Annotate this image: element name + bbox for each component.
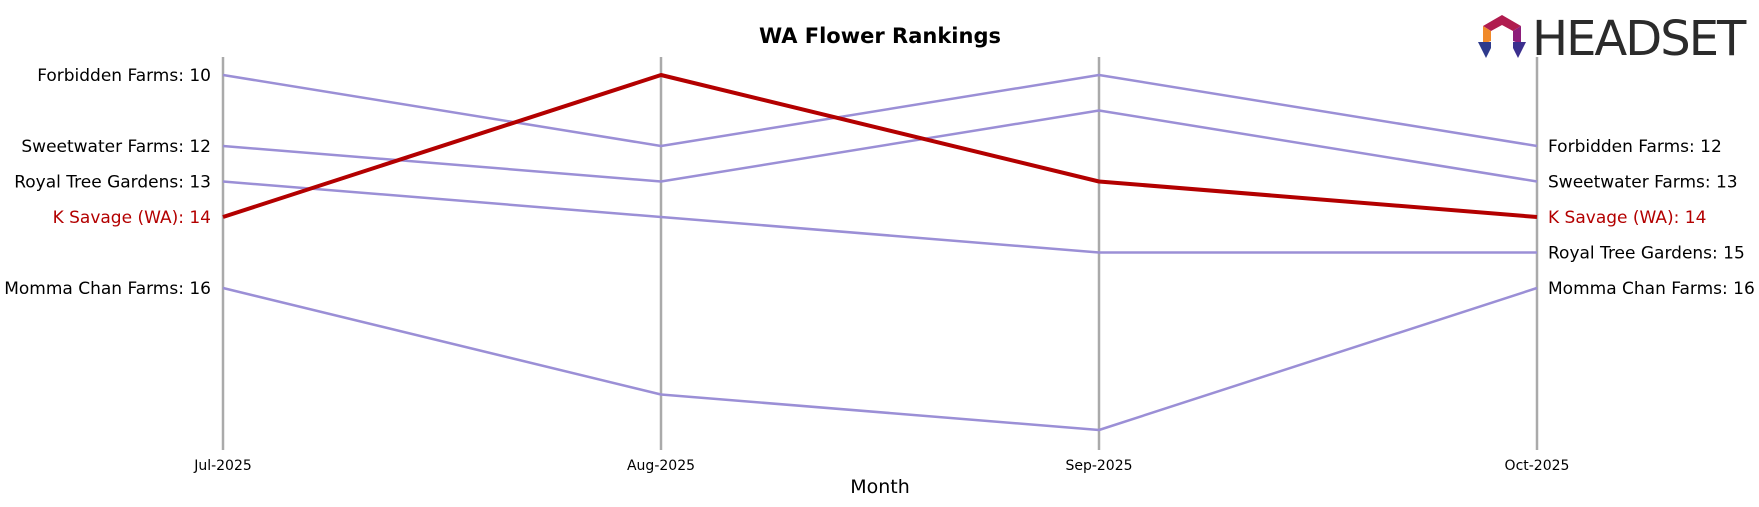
series-line	[222, 109, 1538, 183]
series-start-label: Sweetwater Farms: 12	[21, 137, 211, 157]
chart-title: WA Flower Rankings	[759, 24, 1001, 48]
series-line	[222, 73, 1538, 219]
headset-logo-mark-icon	[1478, 15, 1526, 58]
series-end-label: Sweetwater Farms: 13	[1548, 173, 1738, 193]
x-tick-label: Aug-2025	[627, 458, 695, 474]
series-start-label: K Savage (WA): 14	[53, 208, 211, 228]
x-tick-label: Sep-2025	[1065, 458, 1132, 474]
x-tick-label: Oct-2025	[1505, 458, 1570, 474]
series-line	[222, 286, 1538, 432]
series-end-label: Forbidden Farms: 12	[1548, 137, 1722, 157]
series-line	[222, 73, 1538, 148]
headset-logo-text: HEADSET	[1532, 11, 1747, 67]
headset-logo: HEADSET	[1478, 11, 1749, 67]
series-line	[222, 180, 1537, 254]
series-end-label: K Savage (WA): 14	[1548, 208, 1706, 228]
series-start-label: Forbidden Farms: 10	[37, 66, 211, 86]
series-start-label: Royal Tree Gardens: 13	[14, 173, 211, 193]
series-end-label: Momma Chan Farms: 16	[1548, 279, 1755, 299]
series-end-label: Royal Tree Gardens: 15	[1548, 244, 1745, 264]
series-start-label: Momma Chan Farms: 16	[4, 279, 211, 299]
x-tick-label: Jul-2025	[193, 458, 252, 474]
x-axis-label: Month	[850, 476, 910, 498]
